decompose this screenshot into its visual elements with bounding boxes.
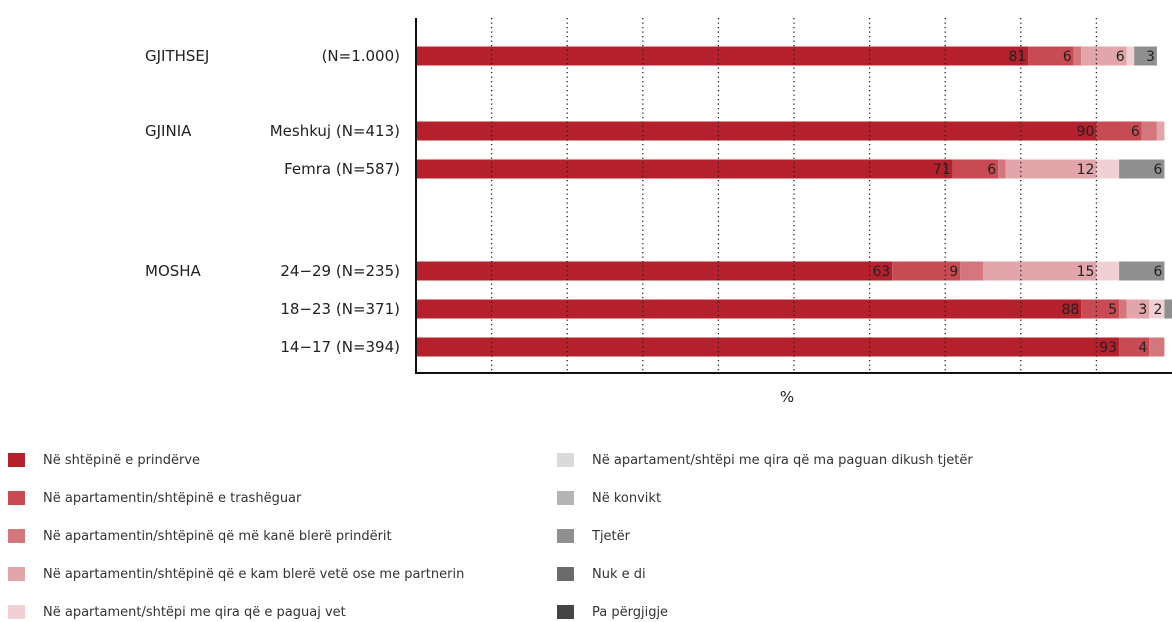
category-label: 24−29 (N=235) bbox=[280, 262, 400, 280]
bar-segment bbox=[1142, 122, 1157, 141]
data-label: 6 bbox=[1063, 49, 1072, 65]
data-label: 6 bbox=[1154, 162, 1163, 178]
data-label: 5 bbox=[1108, 302, 1117, 318]
data-label: 4 bbox=[1138, 340, 1147, 356]
data-label: 9 bbox=[949, 264, 958, 280]
bar-segment bbox=[1096, 262, 1119, 281]
data-label: 88 bbox=[1061, 302, 1079, 318]
bar-segment bbox=[960, 262, 983, 281]
bar-segment bbox=[416, 300, 1081, 319]
data-label: 63 bbox=[872, 264, 890, 280]
bar-segment bbox=[1157, 122, 1165, 141]
data-label: 81 bbox=[1009, 49, 1027, 65]
data-label: 15 bbox=[1077, 264, 1095, 280]
data-label: 3 bbox=[1146, 49, 1155, 65]
bar-segment bbox=[1127, 47, 1135, 66]
x-axis-label: % bbox=[780, 388, 794, 406]
bar-segment bbox=[1164, 300, 1172, 319]
data-label: 93 bbox=[1099, 340, 1117, 356]
category-label: (N=1.000) bbox=[322, 47, 400, 65]
bar-segment bbox=[1119, 300, 1127, 319]
category-label: 14−17 (N=394) bbox=[280, 338, 400, 356]
data-label: 90 bbox=[1077, 124, 1095, 140]
data-label: 3 bbox=[1138, 302, 1147, 318]
bar-segment bbox=[998, 160, 1006, 179]
bar-segment bbox=[1074, 47, 1082, 66]
data-label: 6 bbox=[1116, 49, 1125, 65]
group-label: GJITHSEJ bbox=[145, 47, 209, 65]
data-label: 6 bbox=[987, 162, 996, 178]
bar-segment bbox=[416, 47, 1028, 66]
data-label: 12 bbox=[1077, 162, 1095, 178]
category-label: Femra (N=587) bbox=[284, 160, 400, 178]
data-label: 71 bbox=[933, 162, 951, 178]
bar-segment bbox=[416, 338, 1119, 357]
data-label: 6 bbox=[1154, 264, 1163, 280]
category-label: Meshkuj (N=413) bbox=[270, 122, 400, 140]
group-label: GJINIA bbox=[145, 122, 192, 140]
bar-segment bbox=[1096, 160, 1119, 179]
bar-segment bbox=[416, 262, 892, 281]
data-label: 6 bbox=[1131, 124, 1140, 140]
bar-segment bbox=[1149, 338, 1164, 357]
data-label: 2 bbox=[1154, 302, 1163, 318]
bar-segment bbox=[416, 122, 1096, 141]
category-label: 18−23 (N=371) bbox=[280, 300, 400, 318]
group-label: MOSHA bbox=[145, 262, 202, 280]
bar-segment bbox=[416, 160, 953, 179]
